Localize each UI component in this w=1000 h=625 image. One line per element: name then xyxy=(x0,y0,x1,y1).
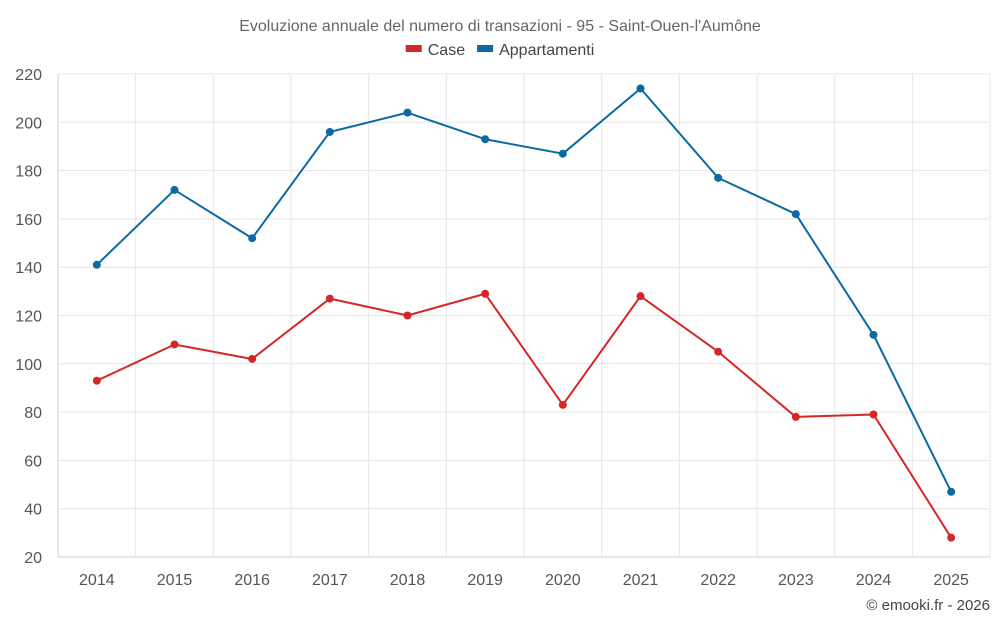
data-point[interactable] xyxy=(947,533,956,542)
data-point[interactable] xyxy=(248,234,257,243)
x-tick-label: 2014 xyxy=(79,572,115,589)
data-point[interactable] xyxy=(325,294,334,303)
y-tick-label: 160 xyxy=(15,212,42,229)
data-point[interactable] xyxy=(869,330,878,339)
series-line xyxy=(96,87,953,493)
y-tick-label: 140 xyxy=(15,260,42,277)
y-tick-label: 180 xyxy=(15,164,42,181)
data-point[interactable] xyxy=(791,210,800,219)
chart-title: Evoluzione annuale del numero di transaz… xyxy=(239,18,761,35)
x-tick-label: 2017 xyxy=(312,572,348,589)
y-tick-label: 60 xyxy=(24,453,42,470)
data-point[interactable] xyxy=(170,185,179,194)
data-point[interactable] xyxy=(791,412,800,421)
legend-swatch xyxy=(405,45,422,52)
x-tick-label: 2024 xyxy=(856,572,892,589)
y-tick-label: 220 xyxy=(15,67,42,84)
y-tick-label: 120 xyxy=(15,309,42,326)
y-tick-label: 100 xyxy=(15,357,42,374)
y-axis: 20 40 60 80 100 120 140 160 180 200 220 xyxy=(15,67,42,567)
legend-label: Appartamenti xyxy=(499,42,594,59)
y-tick-label: 200 xyxy=(15,115,42,132)
legend: Case Appartamenti xyxy=(405,42,594,59)
legend-label: Case xyxy=(428,42,465,59)
data-point[interactable] xyxy=(558,149,567,158)
series-case xyxy=(92,289,956,542)
x-tick-label: 2022 xyxy=(700,572,736,589)
x-axis: 2014 2015 2016 2017 2018 2019 2020 2021 2022 2023… xyxy=(79,572,969,589)
x-tick-label: 2016 xyxy=(234,572,270,589)
data-point[interactable] xyxy=(869,410,878,419)
data-point[interactable] xyxy=(325,127,334,136)
x-tick-label: 2019 xyxy=(467,572,503,589)
data-point[interactable] xyxy=(636,84,645,93)
credit-text: © emooki.fr - 2026 xyxy=(866,597,990,614)
x-tick-label: 2023 xyxy=(778,572,814,589)
series-line xyxy=(96,292,953,539)
data-point[interactable] xyxy=(558,400,567,409)
legend-item-case[interactable]: Case xyxy=(405,42,465,59)
data-point[interactable] xyxy=(92,376,101,385)
data-point[interactable] xyxy=(403,108,412,117)
legend-item-appartamenti[interactable]: Appartamenti xyxy=(477,42,594,59)
data-point[interactable] xyxy=(481,135,490,144)
data-point[interactable] xyxy=(636,292,645,301)
legend-swatch xyxy=(477,45,494,52)
x-tick-label: 2020 xyxy=(545,572,581,589)
x-tick-label: 2018 xyxy=(390,572,426,589)
data-point[interactable] xyxy=(92,260,101,269)
y-tick-label: 20 xyxy=(24,550,42,567)
data-point[interactable] xyxy=(170,340,179,349)
data-point[interactable] xyxy=(481,289,490,298)
series-appartamenti xyxy=(92,84,956,496)
data-point[interactable] xyxy=(714,347,723,356)
data-point[interactable] xyxy=(947,487,956,496)
data-point[interactable] xyxy=(714,173,723,182)
y-tick-label: 80 xyxy=(24,405,42,422)
series-group xyxy=(92,84,956,542)
x-tick-label: 2025 xyxy=(933,572,969,589)
x-tick-label: 2015 xyxy=(157,572,193,589)
x-tick-label: 2021 xyxy=(623,572,659,589)
data-point[interactable] xyxy=(403,311,412,320)
y-tick-label: 40 xyxy=(24,502,42,519)
data-point[interactable] xyxy=(248,354,257,363)
